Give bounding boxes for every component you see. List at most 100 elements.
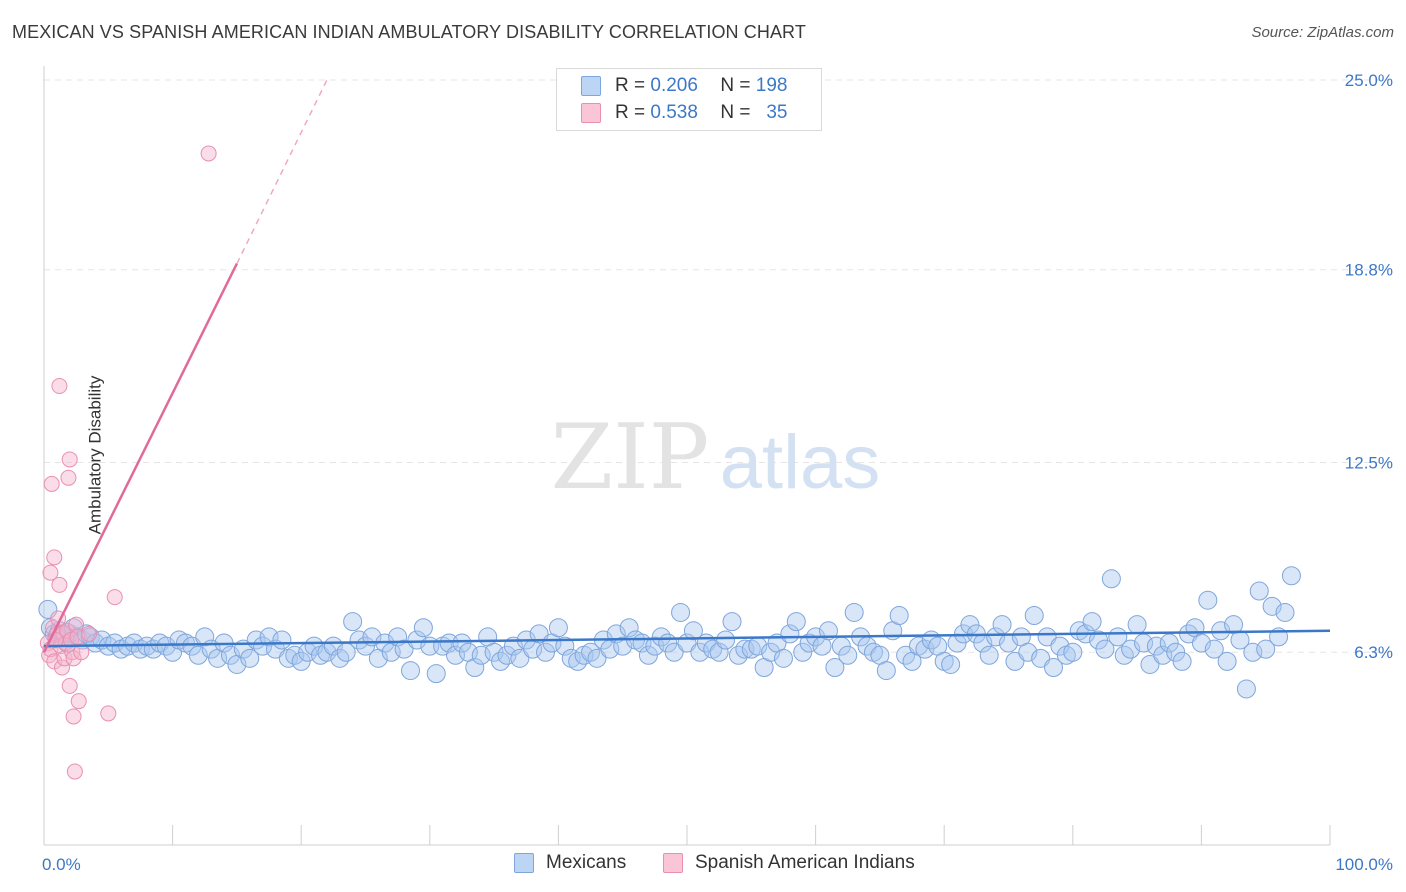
spanish-american-indians-point xyxy=(81,625,98,642)
spanish-american-indians-point xyxy=(100,705,117,722)
mexicans-point xyxy=(645,636,665,656)
mexicans-point xyxy=(1031,648,1051,668)
tick-labels: 6.3% 12.5% 18.8% 25.0% 0.0% 100.0% xyxy=(42,71,1393,874)
spanish-american-indians-point xyxy=(66,763,83,780)
r-value: 0.538 xyxy=(650,102,698,123)
legend-swatch-pink xyxy=(581,103,601,123)
mexicans-point xyxy=(838,645,858,665)
mexicans-point xyxy=(960,615,980,635)
mexicans-point xyxy=(265,639,285,659)
spanish-american-indians-point xyxy=(42,564,59,581)
mexicans-point xyxy=(1153,645,1173,665)
mexicans-point xyxy=(1140,654,1160,674)
mexicans-point xyxy=(1249,581,1269,601)
mexicans-point xyxy=(1217,651,1237,671)
mexicans-point xyxy=(259,627,279,647)
mexicans-point xyxy=(536,642,556,662)
spanish-american-indians-point xyxy=(70,693,87,710)
mexicans-point xyxy=(1082,612,1102,632)
y-tick-label: 12.5% xyxy=(1345,454,1393,473)
mexicans-point xyxy=(1172,651,1192,671)
mexicans-point xyxy=(452,633,472,653)
spanish-american-indians-point xyxy=(65,708,82,725)
watermark-zip: ZIP xyxy=(551,405,710,510)
correlation-legend: R = 0.206 N = 198 R = 0.538 N = 35 xyxy=(556,68,822,131)
spanish-american-indians-trend-line xyxy=(42,263,239,653)
mexicans-point xyxy=(240,648,260,668)
x-tick-label-min: 0.0% xyxy=(42,855,81,874)
spanish-american-indians-point xyxy=(106,589,123,606)
x-tick-label-max: 100.0% xyxy=(1335,855,1393,874)
spanish-american-indians-point xyxy=(51,576,68,593)
spanish-american-indians-trend-extension xyxy=(236,79,328,264)
legend-swatch-blue xyxy=(514,853,534,873)
mexicans-point xyxy=(716,630,736,650)
mexicans-point xyxy=(182,636,202,656)
legend-item-mexicans: Mexicans xyxy=(514,852,626,874)
mexicans-point xyxy=(722,612,742,632)
mexicans-point xyxy=(876,661,896,681)
r-value: 0.206 xyxy=(650,75,698,96)
spanish-american-indians-point xyxy=(60,469,77,486)
mexicans-point xyxy=(471,645,491,665)
mexicans-point xyxy=(735,639,755,659)
spanish-american-indians-point xyxy=(200,145,217,162)
spanish-american-indians-point xyxy=(54,659,71,676)
chart-title: MEXICAN VS SPANISH AMERICAN INDIAN AMBUL… xyxy=(12,22,806,42)
watermark-atlas: atlas xyxy=(720,420,881,505)
spanish-american-indians-point xyxy=(51,378,68,394)
mexicans-point xyxy=(1204,639,1224,659)
mexicans-point xyxy=(465,658,485,678)
n-value: 35 xyxy=(766,102,788,123)
mexicans-point xyxy=(683,621,703,641)
mexicans-point xyxy=(587,648,607,668)
y-tick-label: 18.8% xyxy=(1345,261,1393,280)
mexicans-point xyxy=(1005,651,1025,671)
mexicans-point xyxy=(941,654,961,674)
mexicans-point xyxy=(1236,679,1256,699)
mexicans-point xyxy=(638,645,658,665)
spanish-american-indians-point xyxy=(61,677,78,694)
mexicans-point xyxy=(1024,606,1044,625)
mexicans-trend-line xyxy=(43,629,1331,648)
mexicans-point xyxy=(548,618,568,638)
mexicans-point xyxy=(773,648,793,668)
mexicans-point xyxy=(426,664,446,684)
mexicans-point xyxy=(1281,566,1301,586)
mexicans-point xyxy=(510,648,530,668)
mexicans-point xyxy=(979,645,999,665)
mexicans-point xyxy=(195,627,215,647)
mexicans-point xyxy=(413,618,433,638)
mexicans-point xyxy=(992,615,1012,635)
spanish-american-indians-point xyxy=(46,549,63,566)
r-label: R = xyxy=(615,75,646,96)
mexicans-point xyxy=(497,645,517,665)
mexicans-point xyxy=(401,661,421,681)
mexicans-point xyxy=(709,642,729,662)
mexicans-point xyxy=(343,612,363,632)
n-label: N = xyxy=(720,75,751,96)
mexicans-point xyxy=(1256,639,1276,659)
mexicans-point xyxy=(394,639,414,659)
mexicans-points xyxy=(38,566,1301,699)
mexicans-point xyxy=(671,602,691,622)
mexicans-point xyxy=(1127,615,1147,635)
source-label: Source: ZipAtlas.com xyxy=(1251,24,1394,41)
mexicans-point xyxy=(786,612,806,632)
spanish-american-indians-points xyxy=(39,145,217,780)
mexicans-point xyxy=(690,642,710,662)
legend-row-mexicans: R = 0.206 N = 198 xyxy=(581,74,787,98)
n-value: 198 xyxy=(755,75,788,96)
grid-lines xyxy=(44,79,1390,653)
mexicans-point xyxy=(1166,642,1186,662)
spanish-american-indians-point xyxy=(43,475,60,492)
legend-row-spanish-american-indians: R = 0.538 N = 35 xyxy=(581,101,787,125)
mexicans-point xyxy=(446,645,466,665)
mexicans-point xyxy=(844,602,864,622)
mexicans-point xyxy=(484,642,504,662)
legend-swatch-pink xyxy=(663,853,683,873)
mexicans-point xyxy=(818,621,838,641)
mexicans-point xyxy=(915,639,935,659)
spanish-american-indians-point xyxy=(61,451,78,468)
